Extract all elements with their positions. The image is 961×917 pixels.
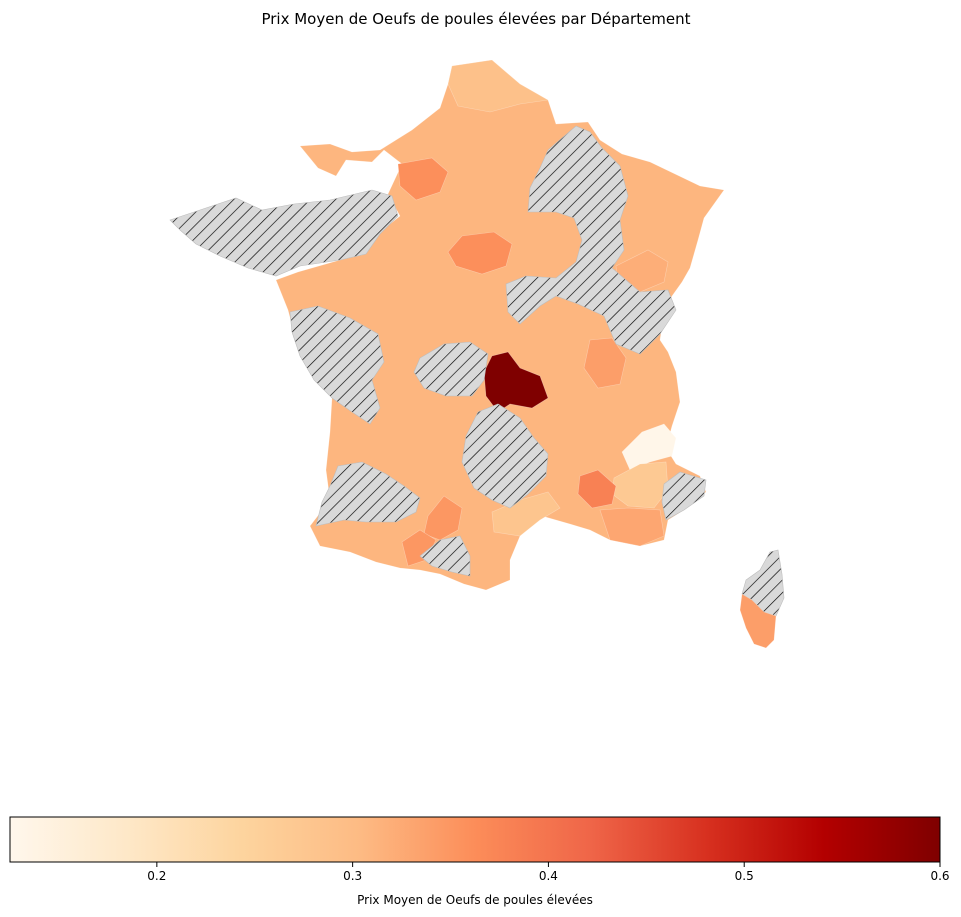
dept-var <box>611 461 669 509</box>
dept-nord <box>447 59 549 113</box>
dept-gard <box>491 491 561 537</box>
dept-missing-alpes-maritimes <box>661 471 707 521</box>
dept-missing-vendee <box>289 305 385 425</box>
colorbar-bar <box>9 816 941 863</box>
colorbar-label: Prix Moyen de Oeufs de poules élevées <box>357 893 593 907</box>
dept-orne <box>397 157 449 201</box>
dept-missing-grand-est <box>505 125 677 355</box>
dept-missing-indre <box>413 341 489 397</box>
dept-missing-haute-corse <box>741 549 785 617</box>
dept-loire <box>583 337 627 389</box>
dept-allier <box>483 351 549 413</box>
colorbar-tick-label: 0.5 <box>735 869 754 883</box>
colorbar-tick-label: 0.2 <box>147 869 166 883</box>
dept-bouches-du-rhone <box>599 507 665 547</box>
colorbar-tick-label: 0.4 <box>539 869 558 883</box>
colorbar-ticks: 0.2 0.3 0.4 0.5 0.6 <box>147 862 950 883</box>
dept-missing-pyrenees <box>419 535 471 577</box>
dept-corse-du-sud <box>739 593 777 649</box>
dept-vaucluse <box>577 469 617 509</box>
dept-missing-cantal <box>461 403 549 509</box>
dept-missing-bretagne <box>169 189 399 277</box>
dept-missing-landes <box>315 461 421 527</box>
map-title: Prix Moyen de Oeufs de poules élevées pa… <box>261 10 690 28</box>
colorbar: 0.2 0.3 0.4 0.5 0.6 Prix Moyen de Oeufs de p… <box>9 816 950 907</box>
france-map <box>169 59 785 649</box>
colorbar-tick-label: 0.3 <box>343 869 362 883</box>
colorbar-tick-label: 0.6 <box>930 869 949 883</box>
dept-loiret <box>447 231 513 275</box>
